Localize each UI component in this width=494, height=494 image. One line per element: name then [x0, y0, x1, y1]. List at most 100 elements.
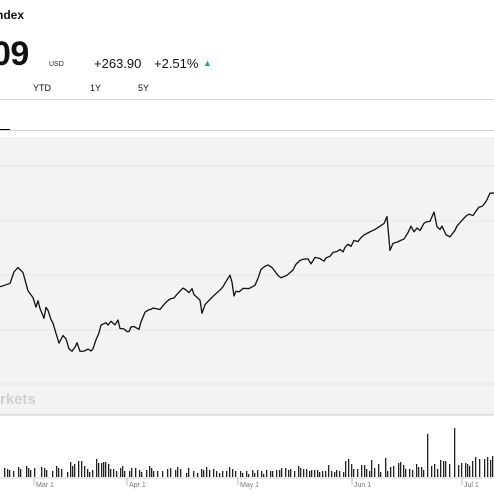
volume-bar	[328, 465, 330, 477]
volume-bar	[61, 469, 63, 477]
volume-bar	[105, 462, 107, 477]
volume-bar	[209, 470, 211, 477]
volume-bar	[78, 461, 80, 477]
volume-bar	[461, 463, 463, 477]
volume-bar	[261, 471, 263, 477]
volume-bar	[254, 473, 256, 477]
volume-bar	[56, 466, 58, 477]
volume-bar	[288, 470, 290, 477]
volume-bar	[351, 464, 353, 477]
range-tab-1y[interactable]: 1Y	[90, 83, 102, 93]
volume-bar	[285, 468, 287, 477]
volume-bar	[272, 471, 274, 477]
volume-bar	[235, 471, 237, 477]
volume-bar	[28, 468, 30, 477]
volume-bar	[4, 468, 6, 477]
volume-bar	[266, 470, 268, 477]
volume-bar	[364, 465, 366, 477]
volume-bar	[311, 470, 313, 477]
volume-bar	[361, 465, 363, 477]
volume-bar	[393, 466, 395, 477]
volume-bar	[434, 464, 436, 477]
tabs-divider	[0, 130, 494, 131]
volume-bar	[458, 465, 460, 477]
currency-label: USD	[49, 61, 64, 68]
volume-bar	[431, 466, 433, 477]
volume-bar	[409, 469, 411, 477]
volume-bar	[58, 468, 60, 477]
range-tab-5y[interactable]: 5Y	[138, 83, 150, 93]
volume-bar	[469, 466, 471, 477]
volume-bar	[74, 464, 76, 477]
volume-bar	[84, 466, 86, 477]
volume-bar	[124, 471, 126, 477]
volume-bars	[4, 428, 494, 477]
volume-bar	[479, 459, 481, 477]
volume-bar	[345, 461, 347, 477]
volume-bar	[146, 470, 148, 477]
volume-bar	[309, 471, 311, 477]
volume-bar	[427, 434, 429, 477]
volume-bar	[398, 463, 400, 477]
volume-bar	[26, 466, 28, 477]
volume-bar	[421, 467, 423, 477]
volume-bar	[240, 471, 242, 477]
volume-bar	[229, 467, 231, 477]
volume-bar	[81, 461, 83, 477]
x-tick-label: Jun 1	[354, 482, 371, 489]
x-tick-label: Jul 1	[464, 482, 479, 489]
volume-bar	[475, 457, 477, 477]
x-tick-label: May 1	[240, 482, 259, 489]
volume-bar	[385, 458, 387, 477]
volume-bar	[203, 470, 205, 477]
volume-bar	[149, 466, 151, 477]
volume-bar	[454, 428, 456, 477]
x-tick-label: Apr 1	[129, 482, 146, 489]
range-tab-ytd[interactable]: YTD	[33, 83, 51, 93]
volume-bar	[120, 468, 122, 477]
volume-bar	[193, 471, 195, 477]
volume-bar	[322, 471, 324, 477]
volume-bar	[108, 464, 110, 477]
volume-bar	[290, 469, 292, 477]
volume-bar	[131, 468, 133, 477]
volume-bar	[418, 467, 420, 477]
volume-bar	[141, 472, 143, 477]
volume-bar	[443, 461, 445, 477]
volume-bar	[175, 470, 177, 477]
volume-bar	[18, 467, 20, 477]
volume-bar	[334, 472, 336, 477]
up-arrow-icon: ▲	[203, 58, 212, 68]
volume-bar	[188, 468, 190, 477]
volume-bar	[400, 462, 402, 477]
volume-bar	[380, 472, 382, 477]
volume-bar	[92, 470, 94, 477]
volume-bar	[232, 469, 234, 477]
volume-bar	[248, 474, 250, 477]
price-change-percent: +2.51%	[154, 56, 199, 71]
price-value: 09	[0, 35, 29, 73]
volume-bar	[270, 471, 272, 477]
price-chart[interactable]: Mar 1 Apr 1 May 1 Jun 1 Jul 1	[0, 137, 494, 494]
volume-bar	[7, 469, 9, 477]
volume-bar	[390, 467, 392, 477]
volume-bar	[9, 470, 11, 477]
chart-gridlines	[0, 165, 494, 385]
volume-bar	[52, 471, 54, 477]
volume-bar	[151, 468, 153, 477]
volume-bar	[167, 469, 169, 477]
volume-bar	[186, 473, 188, 477]
volume-bar	[96, 459, 98, 477]
volume-bar	[101, 463, 103, 477]
chart-area[interactable]: Mar 1 Apr 1 May 1 Jun 1 Jul 1	[0, 137, 494, 494]
volume-bar	[440, 460, 442, 477]
volume-bar	[34, 468, 36, 477]
volume-bar	[263, 474, 265, 477]
volume-bar	[197, 473, 199, 477]
volume-bar	[306, 469, 308, 477]
volume-bar	[472, 461, 474, 477]
volume-bar	[294, 471, 296, 477]
volume-bar	[206, 467, 208, 477]
volume-bar	[213, 469, 215, 477]
volume-bar	[135, 468, 137, 477]
